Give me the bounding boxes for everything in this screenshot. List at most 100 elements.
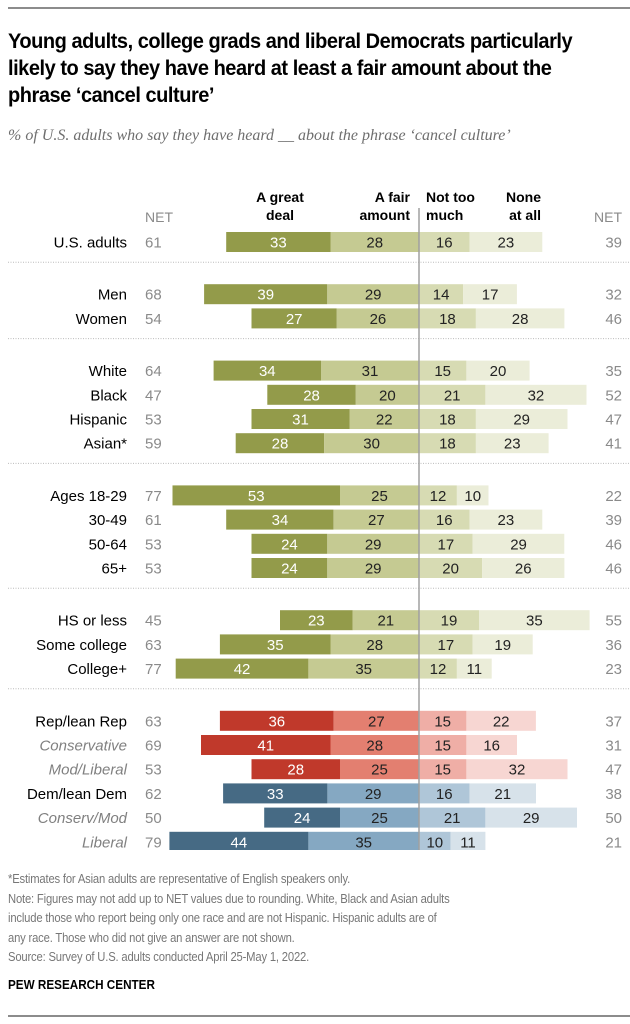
footnote-note-line-2: include those who report being only one … <box>8 911 437 925</box>
bar-great-deal-label: 28 <box>272 436 289 453</box>
bar-great-deal-label: 24 <box>281 536 298 553</box>
net-left-value: 53 <box>145 561 162 578</box>
net-left-value: 50 <box>145 810 162 827</box>
bar-great-deal <box>172 485 340 506</box>
net-left-value: 61 <box>145 235 162 252</box>
bar-fair-amount-label: 35 <box>355 834 372 850</box>
net-left-value: 62 <box>145 786 162 803</box>
bar-not-too-much <box>419 610 479 631</box>
bar-not-too-much <box>419 735 467 755</box>
bar-none-at-all-label: 11 <box>460 834 476 850</box>
row-label: Asian* <box>84 436 128 453</box>
bar-not-too-much <box>419 284 464 305</box>
bar-not-too-much-label: 16 <box>436 235 453 252</box>
net-right-value: 46 <box>605 311 622 328</box>
net-right-value: 47 <box>605 412 622 429</box>
bar-great-deal-label: 28 <box>287 762 304 779</box>
bar-great-deal <box>280 610 353 631</box>
bar-not-too-much <box>419 509 470 530</box>
bar-not-too-much <box>419 360 467 381</box>
net-right-value: 52 <box>605 387 622 404</box>
bar-not-too-much <box>419 831 451 850</box>
row-label: Conserv/Mod <box>38 810 128 827</box>
net-left-value: 59 <box>145 436 162 453</box>
row-label: 50-64 <box>89 536 127 553</box>
bar-none-at-all-label: 26 <box>515 561 532 578</box>
bar-great-deal-label: 36 <box>268 713 285 730</box>
footnotes: *Estimates for Asian adults are represen… <box>8 870 628 968</box>
bar-great-deal <box>251 533 328 554</box>
bar-great-deal-label: 35 <box>267 637 284 654</box>
bar-none-at-all <box>469 509 543 530</box>
net-left-value: 64 <box>145 363 162 380</box>
bar-great-deal-label: 33 <box>270 235 287 252</box>
footnote-source: Source: Survey of U.S. adults conducted … <box>8 950 310 964</box>
bar-fair-amount <box>308 831 419 850</box>
bar-great-deal-label: 33 <box>267 786 284 803</box>
bar-great-deal-label: 34 <box>272 512 289 529</box>
bar-none-at-all <box>450 831 486 850</box>
row-label: 30-49 <box>89 512 127 529</box>
bar-not-too-much-label: 16 <box>436 512 453 529</box>
bar-not-too-much <box>419 759 467 780</box>
net-right-value: 55 <box>605 613 622 630</box>
bar-none-at-all-label: 11 <box>467 661 483 678</box>
net-right-value: 35 <box>605 363 622 380</box>
top-rule <box>8 7 630 9</box>
row-label: HS or less <box>58 613 127 630</box>
bar-fair-amount <box>340 485 419 506</box>
bar-none-at-all <box>475 308 565 329</box>
net-left-value: 77 <box>145 488 162 505</box>
bar-great-deal-label: 24 <box>281 561 298 578</box>
bar-none-at-all <box>456 485 489 506</box>
bar-great-deal-label: 42 <box>234 661 251 678</box>
bar-none-at-all-label: 17 <box>482 287 499 304</box>
bar-great-deal-label: 31 <box>292 412 309 429</box>
bar-fair-amount <box>352 610 419 631</box>
net-left-value: 69 <box>145 738 162 755</box>
series-header-4: None <box>506 189 541 205</box>
bar-fair-amount-label: 25 <box>371 810 388 827</box>
bar-not-too-much-label: 10 <box>426 834 443 850</box>
bar-not-too-much-label: 21 <box>444 387 461 404</box>
bar-not-too-much-label: 20 <box>442 561 459 578</box>
bar-none-at-all-label: 21 <box>494 786 511 803</box>
bar-none-at-all-label: 29 <box>513 412 530 429</box>
bar-fair-amount-label: 31 <box>362 363 379 380</box>
bar-great-deal <box>204 284 328 305</box>
bar-none-at-all <box>475 409 568 429</box>
bar-fair-amount <box>327 533 419 554</box>
bar-not-too-much <box>419 558 483 578</box>
bar-none-at-all <box>482 558 565 578</box>
bar-great-deal-label: 23 <box>308 613 325 630</box>
bar-great-deal-label: 39 <box>257 287 274 304</box>
row-label: Liberal <box>82 834 128 850</box>
bar-not-too-much <box>419 384 486 405</box>
bar-fair-amount-label: 29 <box>365 536 382 553</box>
bar-none-at-all <box>466 735 517 755</box>
net-left-header: NET <box>145 209 173 225</box>
bar-great-deal-label: 41 <box>257 738 274 755</box>
bar-not-too-much <box>419 485 457 506</box>
bar-none-at-all-label: 32 <box>528 387 545 404</box>
bar-not-too-much-label: 17 <box>438 637 455 654</box>
bar-none-at-all <box>485 384 587 405</box>
chart-title: Young adults, college grads and liberal … <box>8 29 573 107</box>
bar-not-too-much-label: 12 <box>430 488 447 505</box>
bar-great-deal-label: 28 <box>303 387 320 404</box>
bar-great-deal <box>251 409 350 429</box>
bar-none-at-all-label: 16 <box>483 738 500 755</box>
row-label: Conservative <box>39 738 127 755</box>
net-right-value: 50 <box>605 810 622 827</box>
bar-great-deal <box>251 759 340 780</box>
net-left-value: 54 <box>145 311 162 328</box>
series-header-1: A great <box>256 189 304 205</box>
row-label: Women <box>76 311 127 328</box>
bar-great-deal <box>169 831 309 850</box>
bar-not-too-much <box>419 658 457 679</box>
row-label: Rep/lean Rep <box>35 713 127 730</box>
bar-none-at-all-label: 32 <box>509 762 526 779</box>
net-left-value: 53 <box>145 412 162 429</box>
bar-fair-amount <box>355 384 419 405</box>
series-header-3: Not too <box>426 189 475 205</box>
